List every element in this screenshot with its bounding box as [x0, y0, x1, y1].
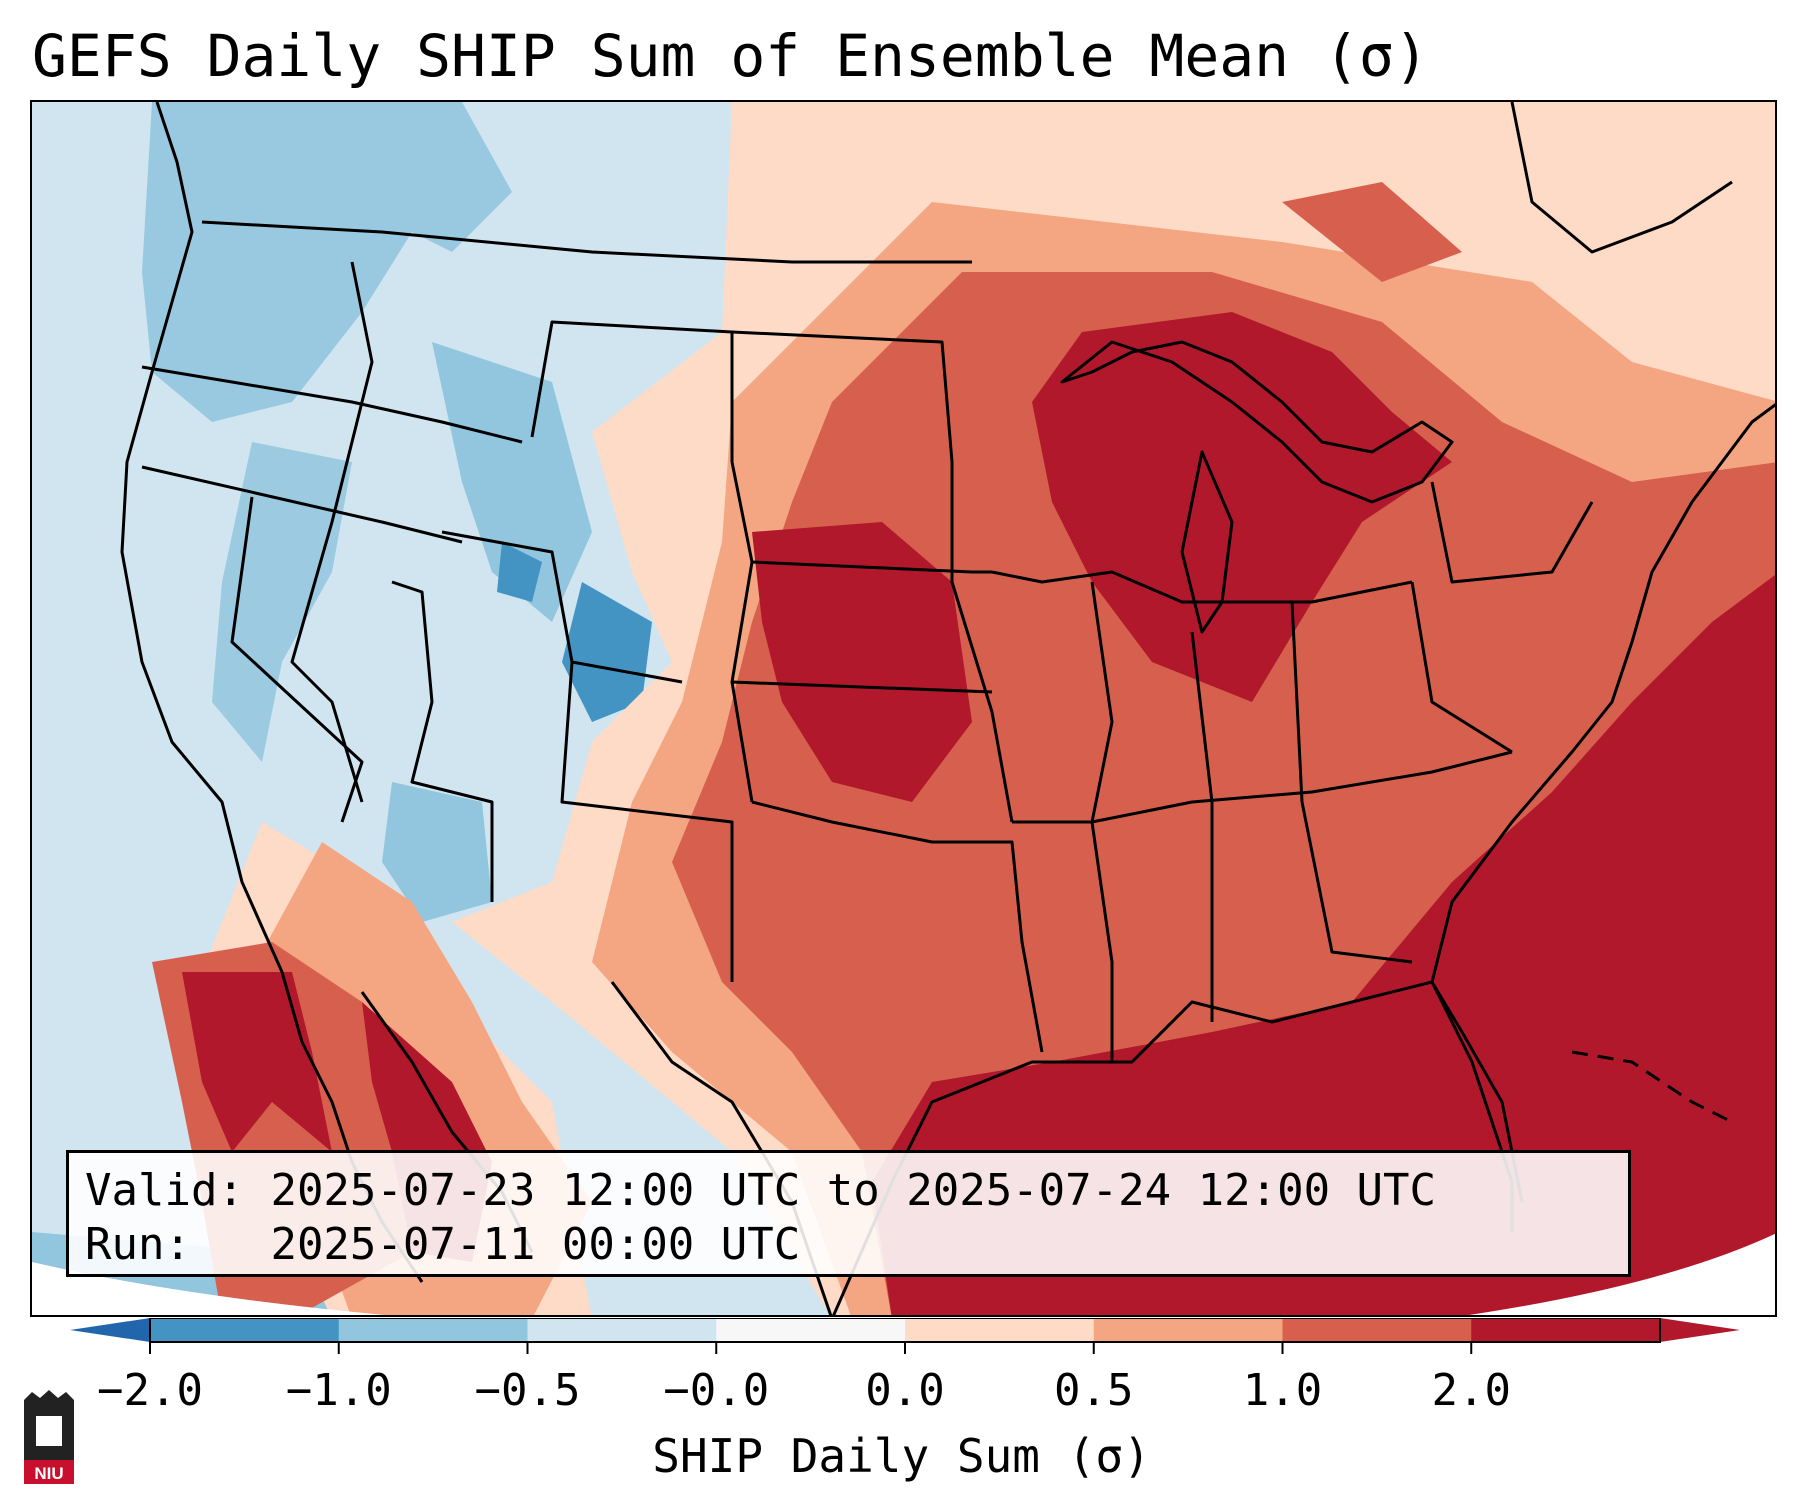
run-label: Run: — [85, 1219, 191, 1270]
border-nebraska-colorado — [730, 461, 754, 803]
lake-michigan-outline — [1180, 450, 1234, 634]
colorbar-tick-label: 0.0 — [865, 1365, 945, 1416]
anomaly-region-utah-peak — [497, 542, 542, 602]
border-georgia — [1290, 601, 1413, 964]
run-value: 2025-07-11 00:00 UTC — [270, 1219, 801, 1270]
border-colorado-new-mexico — [560, 661, 734, 982]
colorbar-tick-label: −0.5 — [474, 1365, 581, 1416]
anomaly-region-canada-patch — [1282, 182, 1462, 282]
colorbar-segment — [1093, 1318, 1283, 1342]
valid-value: 2025-07-23 12:00 UTC to 2025-07-24 12:00… — [270, 1165, 1437, 1216]
colorbar-segments — [150, 1318, 1661, 1342]
projection-edge-left — [32, 1262, 386, 1315]
colorbar-ticks — [149, 1342, 1473, 1354]
border-wyoming — [530, 320, 734, 462]
niu-logo: NIU — [24, 1390, 74, 1484]
anomaly-region-great-lakes-peak — [1032, 312, 1452, 702]
colorbar-segment — [905, 1318, 1095, 1342]
gulf-coastline — [832, 980, 1514, 1315]
border-midwest — [991, 570, 1413, 604]
colorbar-tick-label: −1.0 — [285, 1365, 392, 1416]
colorbar-extend-high — [1660, 1318, 1740, 1342]
valid-time-box: Valid: 2025-07-23 12:00 UTC to 2025-07-2… — [66, 1150, 1631, 1277]
anomaly-region-northwest — [142, 102, 512, 422]
border-idaho-nevada — [290, 261, 374, 803]
great-lakes-outline — [1060, 340, 1454, 504]
border-mississippi-river — [1090, 581, 1114, 1062]
border-south — [1012, 750, 1513, 824]
border-dakotas-iowa — [731, 330, 1014, 823]
border-alabama — [1190, 631, 1214, 1022]
colorbar-tick-label: −2.0 — [97, 1365, 203, 1416]
anomaly-region-arizona — [382, 782, 492, 922]
logo-text: NIU — [34, 1464, 63, 1483]
map-panel — [30, 100, 1777, 1317]
border-utah-arizona — [391, 580, 494, 902]
colorbar-segment — [150, 1318, 340, 1342]
ship-anomaly-map — [32, 102, 1775, 1315]
border-oregon-north — [141, 365, 523, 444]
border-virginia — [1410, 581, 1513, 754]
map-boundaries — [120, 102, 1775, 1315]
anomaly-region-nevada — [212, 442, 352, 762]
colorbar-segment — [1471, 1318, 1661, 1342]
border-wyoming-colorado — [441, 530, 683, 684]
colorbar-segment — [716, 1318, 906, 1342]
quebec-border — [1510, 102, 1733, 254]
atlantic-coastline — [1430, 403, 1775, 983]
map-title: GEFS Daily SHIP Sum of Ensemble Mean (σ) — [32, 22, 1429, 90]
border-nevada — [230, 496, 364, 823]
anomaly-region-atlantic-gulf-peak — [872, 574, 1775, 1315]
border-pennsylvania — [1430, 481, 1594, 584]
west-coastline — [120, 102, 424, 1283]
logo-band — [24, 1460, 74, 1484]
colorbar-segment — [1282, 1318, 1472, 1342]
colorbar-tick-label: 2.0 — [1431, 1365, 1511, 1416]
us-canada-border — [201, 220, 972, 264]
colorbar — [70, 1318, 1740, 1354]
valid-label: Valid: — [85, 1165, 244, 1216]
anomaly-region-plains-peak — [752, 522, 972, 802]
bahamas-islands — [1571, 1050, 1733, 1124]
colorbar-extend-low — [70, 1318, 150, 1342]
colorbar-tick-label: 1.0 — [1242, 1365, 1323, 1416]
colorbar-label: SHIP Daily Sum (σ) — [652, 1429, 1151, 1483]
projection-edge-right — [1468, 1233, 1775, 1315]
border-nebraska-kansas — [751, 560, 992, 574]
border-california-oregon — [141, 465, 463, 544]
border-kansas-oklahoma — [731, 680, 993, 694]
border-oklahoma-texas — [751, 800, 1044, 1053]
logo-window — [36, 1416, 62, 1446]
colorbar-segment — [527, 1318, 717, 1342]
colorbar-tick-label: −0.0 — [663, 1365, 770, 1416]
colorbar-segment — [338, 1318, 528, 1342]
anomaly-region-colorado-peak — [562, 582, 652, 722]
colorbar-tick-label: 0.5 — [1054, 1365, 1134, 1416]
